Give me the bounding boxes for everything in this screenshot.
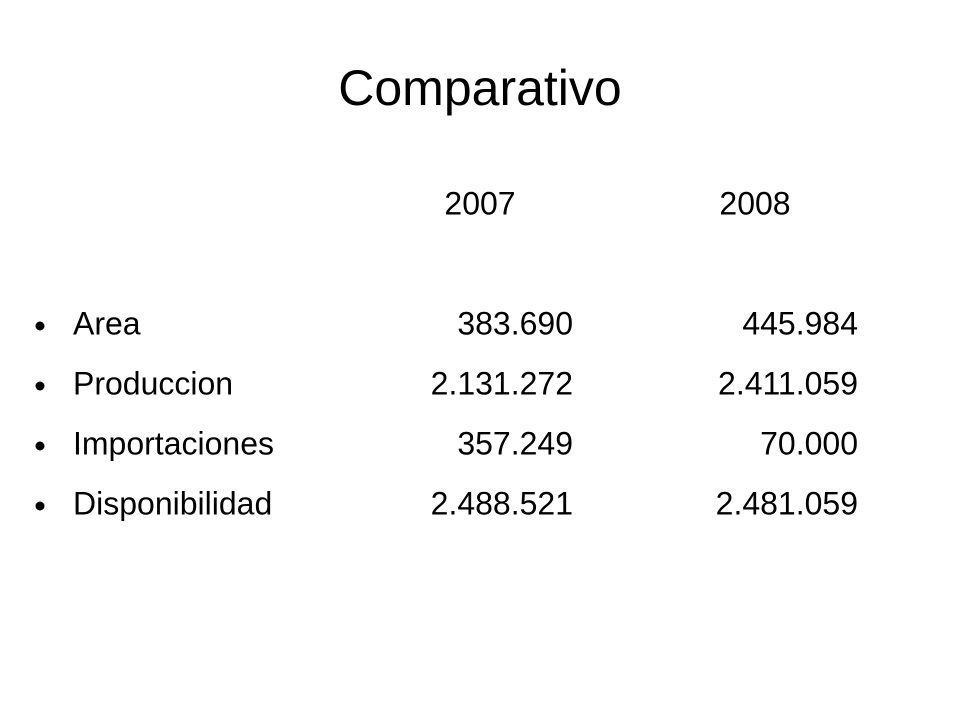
- row-value: 357.249: [457, 425, 573, 461]
- row-label: Produccion: [73, 365, 233, 401]
- row-value: 2.411.059: [718, 365, 858, 401]
- row-label: Disponibilidad: [73, 485, 272, 521]
- column-header: 2008: [719, 185, 790, 221]
- bullet: [35, 441, 45, 451]
- row-value: 70.000: [760, 425, 858, 461]
- row-value: 383.690: [457, 305, 573, 341]
- row-label: Importaciones: [73, 425, 274, 461]
- slide-title: Comparativo: [338, 60, 621, 116]
- row-value: 2.131.272: [431, 365, 573, 401]
- row-value: 2.488.521: [431, 485, 573, 521]
- row-value: 445.984: [742, 305, 858, 341]
- row-label: Area: [73, 305, 141, 341]
- bullet: [35, 321, 45, 331]
- column-header: 2007: [444, 185, 515, 221]
- bullet: [35, 381, 45, 391]
- bullet: [35, 501, 45, 511]
- row-value: 2.481.059: [716, 485, 858, 521]
